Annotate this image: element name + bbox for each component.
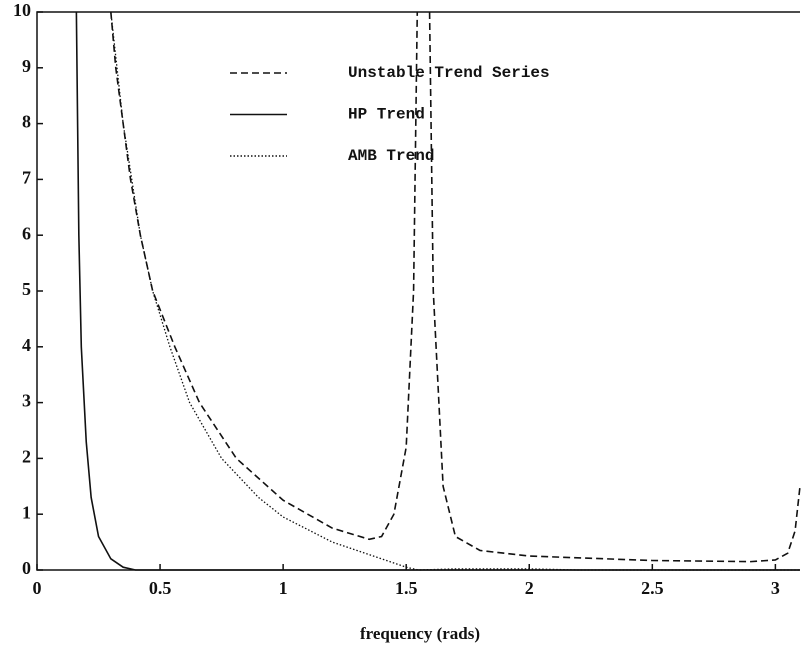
plot-area [75,12,801,571]
y-tick-label: 10 [13,0,31,20]
y-tick-label: 6 [22,223,31,243]
y-tick-label: 8 [22,112,31,132]
y-tick-label: 5 [22,279,31,299]
y-tick-label: 7 [22,168,31,188]
y-tick-label: 1 [22,502,31,522]
y-tick-label: 0 [22,558,31,578]
x-tick-label: 2.5 [641,578,664,598]
x-tick-label: 3 [771,578,780,598]
legend-label: AMB Trend [348,147,434,165]
y-tick-label: 2 [22,447,31,467]
series-line [110,12,800,571]
x-tick-label: 2 [525,578,534,598]
series-line [75,12,800,571]
x-tick-label: 1.5 [395,578,418,598]
series-line [110,12,801,563]
x-axis-label: frequency (rads) [360,624,480,643]
legend-label: Unstable Trend Series [348,64,550,82]
y-tick-label: 3 [22,391,31,411]
x-tick-label: 0 [33,578,42,598]
y-tick-label: 4 [22,335,31,355]
axis-frame [36,11,800,571]
x-tick-label: 0.5 [149,578,172,598]
legend-label: HP Trend [348,106,425,124]
x-tick-label: 1 [279,578,288,598]
y-tick-label: 9 [22,56,31,76]
